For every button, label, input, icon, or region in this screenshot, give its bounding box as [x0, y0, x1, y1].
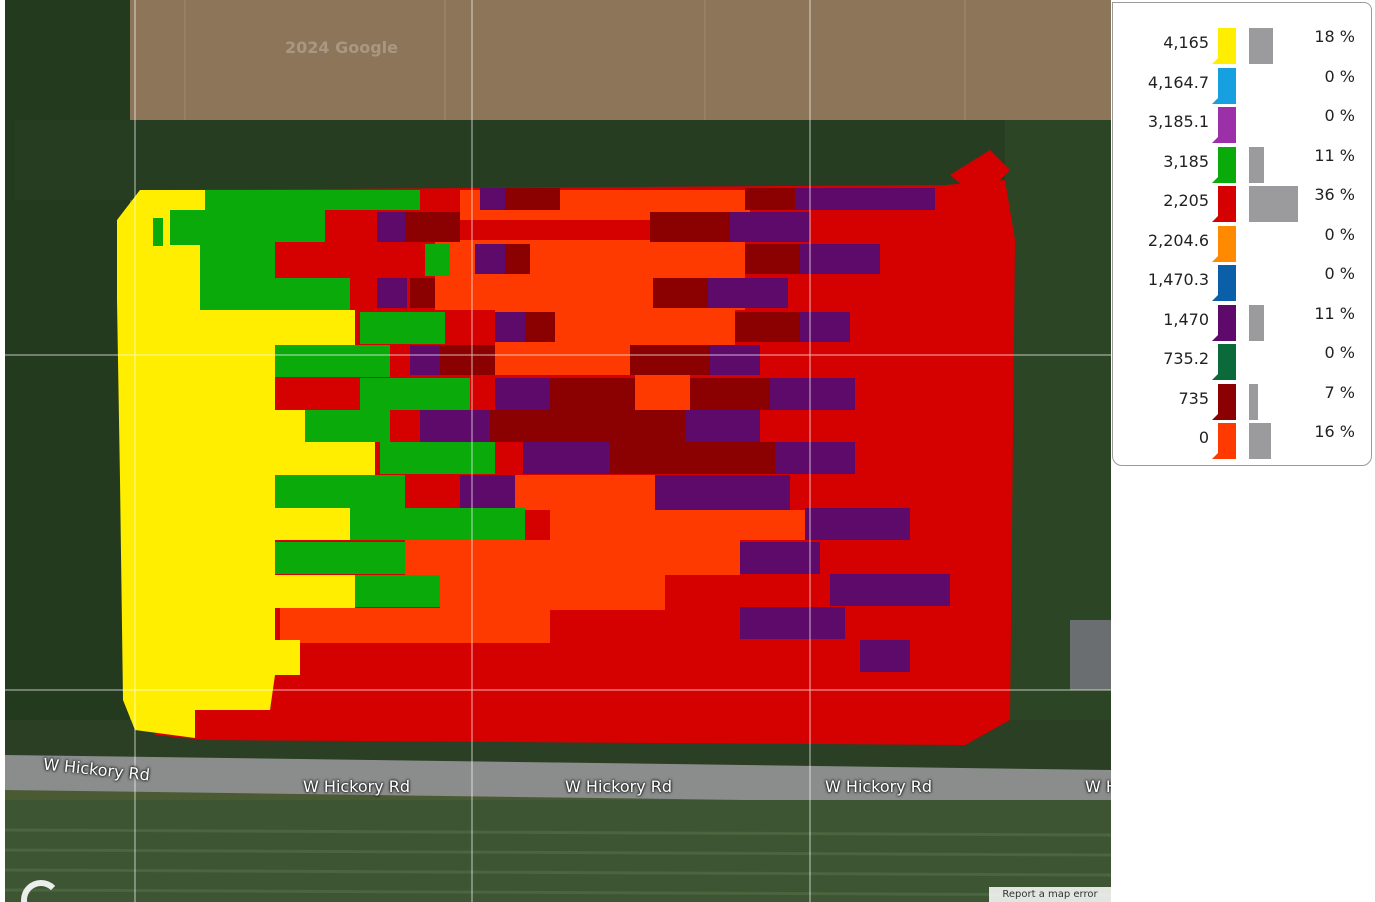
legend-row: 2,205 36 % [1113, 179, 1373, 222]
legend-percent: 0 % [1324, 224, 1355, 244]
legend-percent: 0 % [1324, 343, 1355, 362]
road-label: W H [1085, 777, 1111, 796]
legend-share-bar [1249, 186, 1298, 222]
legend-row: 3,185.1 0 % [1113, 100, 1373, 143]
google-logo-icon [21, 880, 61, 902]
legend-color-swatch [1212, 107, 1236, 143]
swatch-corner-icon [1212, 137, 1218, 143]
legend-row: 735.2 0 % [1113, 337, 1373, 380]
legend-share-bar [1249, 28, 1274, 64]
legend-color-swatch [1212, 225, 1236, 262]
coverage-layer [117, 150, 1015, 745]
report-map-error-link[interactable]: Report a map error [989, 887, 1111, 902]
legend-value: 4,165 [1163, 33, 1209, 52]
road-label: W Hickory Rd [303, 777, 411, 796]
legend-row: 1,470.3 0 % [1113, 258, 1373, 301]
legend-value: 1,470 [1163, 309, 1209, 329]
swatch-corner-icon [1212, 97, 1218, 104]
legend-row: 1,470 11 % [1113, 298, 1373, 341]
legend-color-swatch [1212, 423, 1236, 459]
legend-percent: 11 % [1314, 303, 1355, 323]
legend-percent: 11 % [1314, 145, 1355, 165]
legend-percent: 16 % [1314, 422, 1355, 441]
swatch-corner-icon [1212, 176, 1218, 183]
swatch-corner-icon [1212, 216, 1218, 222]
legend-row: 4,165 18 % [1113, 21, 1373, 64]
road-label: W Hickory Rd [565, 777, 673, 796]
legend-row: 0 16 % [1113, 416, 1373, 459]
legend-value: 0 [1198, 428, 1209, 447]
legend-percent: 0 % [1324, 106, 1355, 125]
legend-color-swatch [1212, 383, 1236, 420]
legend-row: 735 7 % [1113, 377, 1373, 420]
satellite-imagery [5, 0, 1111, 902]
legend-share-bar [1249, 304, 1264, 341]
map-view[interactable]: 2024 Google W Hickory Rd W Hickory Rd W … [5, 0, 1111, 902]
swatch-corner-icon [1212, 413, 1218, 420]
legend-color-swatch [1212, 67, 1236, 104]
legend-percent: 18 % [1314, 27, 1355, 46]
legend-color-swatch [1212, 186, 1236, 222]
legend-percent: 0 % [1324, 66, 1355, 86]
legend-percent: 36 % [1314, 185, 1355, 204]
legend-percent: 0 % [1324, 264, 1355, 283]
legend-value: 4,164.7 [1147, 72, 1209, 92]
swatch-corner-icon [1212, 58, 1218, 64]
legend-color-swatch [1212, 304, 1236, 341]
swatch-corner-icon [1212, 295, 1218, 301]
legend-value: 735 [1178, 388, 1209, 408]
legend-color-swatch [1212, 146, 1236, 183]
legend-value: 1,470.3 [1147, 270, 1209, 289]
legend-value: 2,205 [1163, 191, 1209, 210]
swatch-corner-icon [1212, 453, 1218, 459]
legend-color-swatch [1212, 265, 1236, 301]
legend-value: 3,185 [1163, 151, 1209, 171]
swatch-corner-icon [1212, 255, 1218, 262]
swatch-corner-icon [1212, 334, 1218, 341]
legend-share-bar [1249, 383, 1259, 420]
legend-share-bar [1249, 146, 1264, 183]
legend-row: 4,164.7 0 % [1113, 61, 1373, 104]
legend-value: 3,185.1 [1147, 112, 1209, 131]
map-copyright: 2024 Google [285, 38, 399, 57]
legend-row: 2,204.6 0 % [1113, 219, 1373, 262]
legend-share-bar [1249, 423, 1271, 459]
swatch-corner-icon [1212, 374, 1218, 380]
legend-value: 735.2 [1163, 349, 1209, 368]
legend-panel: 4,165 18 % 4,164.7 0 % 3,185.1 0 % 3,185 11 % 2,… [1112, 2, 1372, 466]
legend-value: 2,204.6 [1147, 230, 1209, 250]
legend-percent: 7 % [1324, 382, 1355, 402]
legend-row: 3,185 11 % [1113, 140, 1373, 183]
legend-color-swatch [1212, 28, 1236, 64]
legend-color-swatch [1212, 344, 1236, 380]
road-label: W Hickory Rd [825, 777, 933, 796]
